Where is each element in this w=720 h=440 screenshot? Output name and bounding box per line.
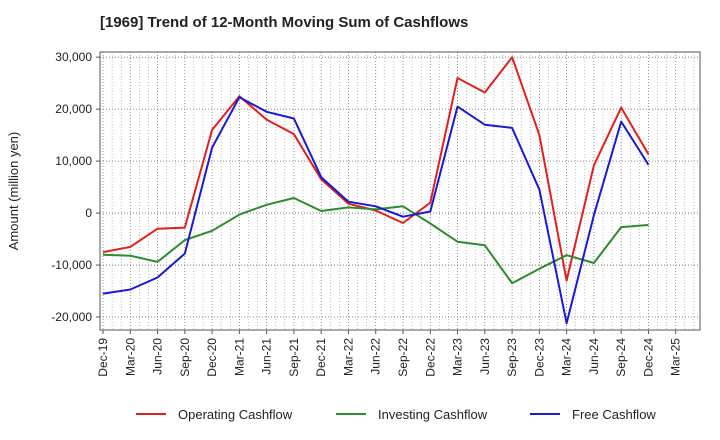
series-line-2 [102,96,650,325]
x-tick-label: Dec-22 [423,338,437,377]
legend-label: Operating Cashflow [178,407,293,422]
y-tick-label: 0 [85,206,92,220]
y-axis-title: Amount (million yen) [6,132,21,251]
x-tick-label: Jun-21 [260,338,274,375]
x-tick-label: Mar-21 [232,338,246,376]
x-tick-label: Sep-24 [614,338,628,377]
x-tick-label: Mar-20 [123,338,137,376]
chart-title: [1969] Trend of 12-Month Moving Sum of C… [100,14,469,31]
x-tick-label: Jun-23 [478,338,492,375]
x-tick-label: Sep-20 [178,338,192,377]
legend-label: Free Cashflow [572,407,656,422]
x-tick-label: Sep-21 [287,338,301,377]
x-tick-label: Jun-22 [369,338,383,375]
x-tick-label: Sep-22 [396,338,410,377]
y-tick-label: 30,000 [55,50,92,64]
series-line-1 [102,197,649,285]
y-tick-label: 20,000 [55,102,92,116]
legend-label: Investing Cashflow [378,407,488,422]
x-tick-label: Dec-20 [205,338,219,377]
x-tick-label: Mar-24 [560,338,574,376]
x-tick-label: Sep-23 [505,338,519,377]
y-tick-label: -10,000 [51,258,92,272]
x-tick-label: Dec-24 [641,338,655,377]
x-tick-label: Dec-19 [96,338,110,377]
y-tick-label: 10,000 [55,154,92,168]
x-tick-label: Mar-22 [341,338,355,376]
y-tick-label: -20,000 [51,310,92,324]
x-tick-label: Mar-25 [669,338,683,376]
x-tick-label: Dec-23 [532,338,546,377]
x-tick-label: Dec-21 [314,338,328,377]
x-tick-label: Jun-24 [587,338,601,375]
x-tick-label: Jun-20 [151,338,165,375]
x-tick-label: Mar-23 [451,338,465,376]
series-line-0 [102,56,650,282]
plot-area [99,51,701,331]
